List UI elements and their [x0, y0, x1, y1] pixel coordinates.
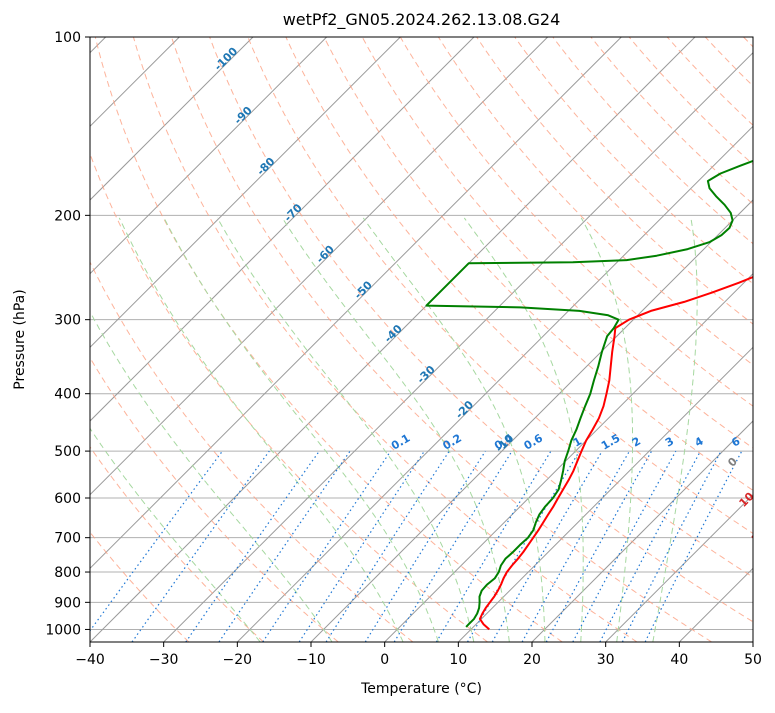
y-tick-label: 600	[54, 491, 81, 507]
x-tick-label: 0	[380, 652, 389, 668]
y-tick-label: 900	[54, 595, 81, 611]
x-tick-label: 30	[597, 652, 615, 668]
y-tick-label: 400	[54, 387, 81, 403]
y-axis-title: Pressure (hPa)	[12, 289, 28, 389]
y-tick-label: 800	[54, 565, 81, 581]
x-tick-label: 50	[744, 652, 762, 668]
x-tick-label: −10	[296, 652, 326, 668]
x-tick-label: 10	[449, 652, 467, 668]
x-tick-label: −20	[223, 652, 253, 668]
y-tick-label: 1000	[45, 622, 81, 638]
y-tick-label: 100	[54, 30, 81, 46]
mixing-ratio-label: 8	[759, 435, 772, 450]
isotherm-line	[753, 37, 775, 642]
y-tick-label: 500	[54, 444, 81, 460]
x-tick-label: −40	[75, 652, 105, 668]
y-tick-label: 200	[54, 208, 81, 224]
chart-title: wetPf2_GN05.2024.262.13.08.G24	[283, 10, 561, 30]
x-axis-title: Temperature (°C)	[360, 681, 482, 697]
isotherm-label-low: 30	[762, 556, 775, 576]
x-tick-label: 20	[523, 652, 541, 668]
x-tick-label: 40	[670, 652, 688, 668]
plot-background	[90, 37, 753, 642]
isotherm-label-low: 40	[771, 584, 775, 604]
x-tick-label: −30	[149, 652, 179, 668]
y-tick-label: 300	[54, 313, 81, 329]
y-tick-label: 700	[54, 531, 81, 547]
